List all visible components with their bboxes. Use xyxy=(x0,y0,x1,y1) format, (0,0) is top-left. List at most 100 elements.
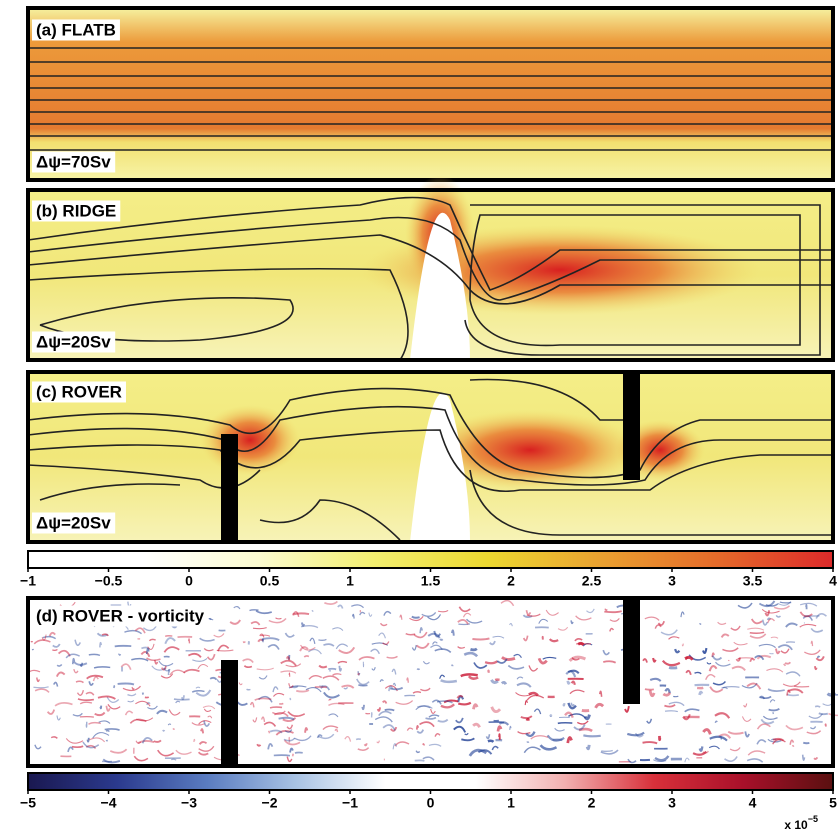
eddy xyxy=(157,749,175,757)
eddy xyxy=(41,634,47,641)
eddy xyxy=(570,620,574,625)
eddy xyxy=(358,684,368,687)
eddy xyxy=(463,651,479,658)
eddy xyxy=(490,679,499,684)
eddy xyxy=(434,733,441,737)
eddy xyxy=(272,710,286,715)
eddy xyxy=(810,627,824,633)
eddy xyxy=(280,670,297,674)
eddy xyxy=(299,646,309,652)
eddy xyxy=(416,642,430,649)
eddy xyxy=(105,729,110,733)
eddy xyxy=(283,737,296,742)
eddy xyxy=(785,622,798,628)
eddy xyxy=(79,701,93,705)
eddy xyxy=(127,693,137,697)
eddy xyxy=(609,627,615,632)
eddy xyxy=(322,675,340,681)
eddy xyxy=(775,614,781,618)
eddy xyxy=(411,644,417,651)
eddy xyxy=(363,743,368,747)
eddy xyxy=(815,613,827,619)
eddy xyxy=(458,623,471,626)
eddy xyxy=(443,699,459,704)
eddy xyxy=(56,715,61,721)
eddy xyxy=(660,629,678,636)
eddy xyxy=(193,738,196,743)
eddy xyxy=(305,686,322,693)
eddy xyxy=(787,688,804,694)
eddy xyxy=(539,744,558,751)
eddy xyxy=(793,685,810,688)
eddy xyxy=(323,691,340,699)
eddy xyxy=(252,717,258,723)
obstacle xyxy=(221,434,238,542)
eddy xyxy=(422,660,430,665)
eddy xyxy=(492,635,505,639)
eddy xyxy=(768,708,780,712)
eddy xyxy=(706,662,712,665)
eddy xyxy=(217,644,230,652)
eddy xyxy=(601,749,613,753)
eddy xyxy=(200,728,205,734)
eddy xyxy=(94,711,106,717)
eddy xyxy=(490,706,502,714)
eddy xyxy=(773,605,791,610)
eddy xyxy=(464,732,469,736)
eddy xyxy=(814,666,818,671)
eddy xyxy=(522,635,529,642)
eddy xyxy=(318,664,328,669)
eddy xyxy=(760,695,772,699)
eddy xyxy=(317,733,335,740)
eddy xyxy=(542,656,557,660)
eddy xyxy=(391,668,397,675)
eddy xyxy=(323,643,335,647)
eddy xyxy=(191,690,205,693)
eddy xyxy=(791,745,795,747)
eddy xyxy=(109,748,128,754)
panel-a-contours xyxy=(28,47,833,151)
eddy xyxy=(335,643,349,650)
eddy xyxy=(99,641,102,648)
eddy xyxy=(311,610,314,612)
eddy xyxy=(279,702,284,705)
eddy xyxy=(711,655,723,661)
eddy xyxy=(137,740,155,744)
eddy xyxy=(422,756,435,761)
eddy xyxy=(275,730,294,736)
eddy xyxy=(332,627,344,631)
eddy xyxy=(652,657,657,663)
eddy xyxy=(498,733,501,740)
eddy xyxy=(294,751,303,754)
eddy xyxy=(575,615,592,621)
eddy xyxy=(46,709,56,715)
eddy xyxy=(151,665,167,671)
eddy xyxy=(566,680,571,685)
eddy xyxy=(65,738,84,744)
eddy xyxy=(727,730,744,735)
eddy xyxy=(414,759,425,762)
eddy xyxy=(576,720,589,725)
eddy xyxy=(457,701,472,706)
eddy xyxy=(52,649,58,651)
eddy xyxy=(557,626,569,631)
eddy xyxy=(288,672,291,677)
eddy xyxy=(260,634,271,637)
eddy xyxy=(824,723,827,727)
eddy xyxy=(395,700,414,705)
eddy xyxy=(285,663,302,668)
eddy xyxy=(525,717,530,721)
eddy xyxy=(334,728,339,733)
eddy xyxy=(530,735,549,740)
panel-c-frame xyxy=(26,370,835,544)
eddy xyxy=(86,737,90,743)
eddy xyxy=(462,612,472,618)
eddy xyxy=(358,656,375,661)
eddy xyxy=(406,727,414,731)
eddy xyxy=(507,664,525,670)
eddy xyxy=(261,637,280,642)
eddy xyxy=(466,618,483,624)
eddy xyxy=(437,609,449,613)
eddy xyxy=(154,659,159,665)
eddy xyxy=(71,657,76,665)
